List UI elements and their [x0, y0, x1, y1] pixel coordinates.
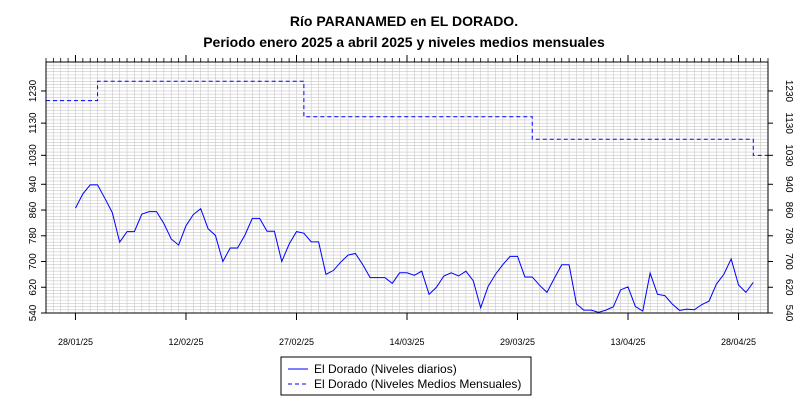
- y-tick-label-right: 780: [783, 227, 794, 244]
- y-tick-label-left: 780: [28, 227, 39, 244]
- y-tick-label-left: 700: [28, 253, 39, 270]
- legend-box: [280, 356, 532, 396]
- series-line-daily: [75, 184, 754, 313]
- y-tick-label-right: 540: [783, 305, 794, 322]
- chart-subtitle: Periodo enero 2025 a abril 2025 y nivele…: [203, 34, 605, 50]
- y-tick-label-left: 860: [28, 201, 39, 218]
- x-tick-label: 13/04/25: [610, 337, 645, 347]
- y-tick-label-right: 700: [783, 253, 794, 270]
- y-tick-label-right: 1030: [783, 144, 794, 167]
- y-tick-label-left: 1030: [28, 144, 39, 167]
- legend: El Dorado (Niveles diarios) El Dorado (N…: [280, 356, 532, 396]
- x-tick-label: 29/03/25: [500, 337, 535, 347]
- y-tick-label-left: 1230: [28, 79, 39, 102]
- y-tick-label-left: 620: [28, 278, 39, 295]
- y-tick-label-left: 540: [28, 304, 39, 321]
- series-line-monthly: [46, 80, 768, 156]
- x-tick-label: 27/02/25: [279, 337, 314, 347]
- legend-label-daily: El Dorado (Niveles diarios): [314, 362, 457, 376]
- x-tick-label: 14/03/25: [389, 337, 424, 347]
- y-tick-label-right: 620: [783, 279, 794, 296]
- x-tick-label: 28/04/25: [721, 337, 756, 347]
- x-tick-label: 28/01/25: [58, 337, 93, 347]
- y-tick-label-right: 860: [783, 202, 794, 219]
- x-tick-label: 12/02/25: [168, 337, 203, 347]
- chart-title: Río PARANAMED en EL DORADO.: [290, 13, 518, 29]
- y-tick-label-right: 1230: [783, 80, 794, 103]
- y-tick-label-right: 940: [783, 176, 794, 193]
- y-tick-label-left: 940: [28, 176, 39, 193]
- axes: 28/01/25 12/02/25 27/02/25 14/03/25 29/03/25…: [28, 55, 794, 347]
- series-layer: [46, 80, 768, 313]
- y-tick-label-right: 1130: [783, 112, 794, 134]
- grid: [46, 62, 768, 313]
- legend-label-monthly: El Dorado (Niveles Medios Mensuales): [314, 377, 521, 391]
- y-tick-label-left: 1130: [28, 112, 39, 134]
